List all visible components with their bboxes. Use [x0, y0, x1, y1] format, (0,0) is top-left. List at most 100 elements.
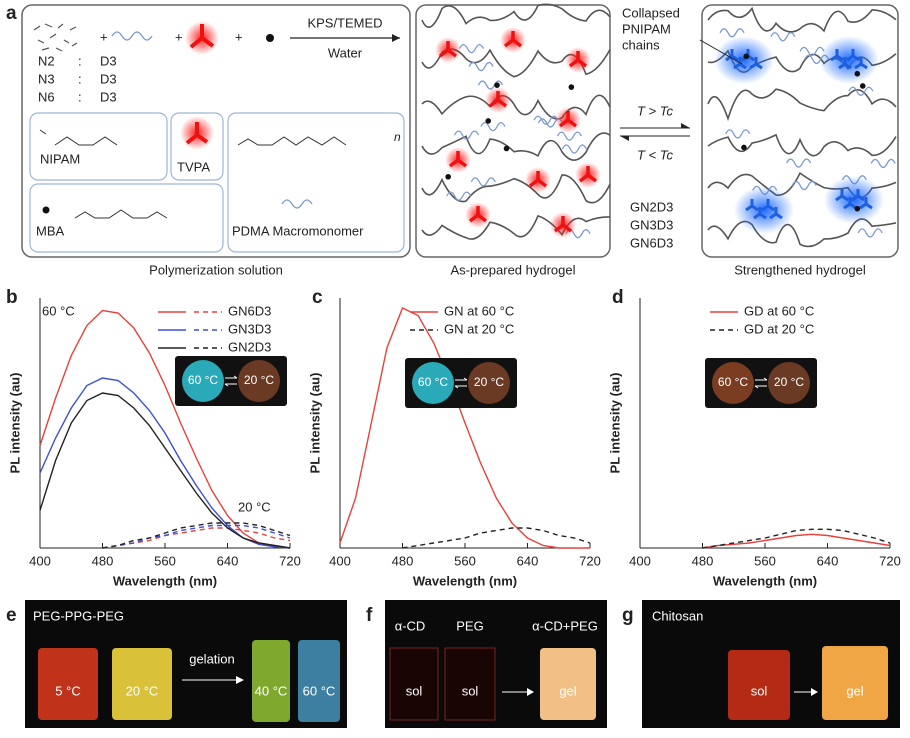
monomer: NIPAM — [40, 151, 80, 166]
vial-label: 40 °C — [255, 683, 288, 698]
sample: GN3D3 — [630, 217, 673, 232]
panel-label: a — [6, 3, 17, 24]
panel-label: f — [366, 605, 373, 626]
panel-label: c — [312, 287, 323, 308]
vial-label: gel — [846, 683, 863, 698]
plus: + — [175, 29, 183, 44]
legend-label: GN at 20 °C — [444, 321, 514, 336]
data-line — [402, 527, 591, 549]
y-axis-label: PL intensity (au) — [307, 373, 322, 474]
data-line — [39, 392, 291, 549]
crosslink — [445, 173, 451, 180]
ratio: : — [78, 53, 82, 68]
pdma-icon — [281, 199, 313, 209]
vial-label: sol — [751, 683, 768, 698]
caption: Strengthened hydrogel — [734, 262, 866, 277]
pdma-chain — [453, 130, 480, 140]
data-line — [702, 533, 891, 549]
tvpa-unit — [578, 166, 598, 183]
tvpa-unit — [503, 31, 523, 48]
inset-disc — [768, 362, 810, 404]
crosslink — [568, 84, 575, 90]
polymer-chain — [421, 174, 611, 204]
inset-disc — [412, 362, 454, 404]
pdma-box — [227, 112, 405, 253]
monomer: PDMA Macromonomer — [232, 223, 364, 238]
tvpa-unit — [854, 57, 868, 70]
vial — [252, 640, 290, 722]
arrow-head — [392, 34, 400, 42]
tvpa-unit — [753, 207, 767, 220]
tvpa-unit — [553, 216, 573, 233]
vial-label: sol — [406, 683, 423, 698]
tvpa-unit — [488, 91, 508, 108]
pdma-chain — [870, 158, 896, 169]
tvpa-unit — [838, 57, 852, 70]
polymer-chain — [421, 94, 611, 120]
pdma-chain — [446, 191, 472, 201]
tvpa-icon — [185, 21, 219, 55]
photo-title: PEG — [456, 618, 483, 633]
heating: T > Tc — [637, 103, 674, 118]
solvent: Water — [328, 45, 363, 60]
x-tick-label: 400 — [29, 553, 51, 568]
x-axis-label: Wavelength (nm) — [413, 573, 517, 588]
pdma-chain — [719, 28, 745, 38]
crosslink — [494, 82, 500, 88]
ratio: N2 — [38, 53, 55, 68]
x-tick-label: 720 — [579, 553, 601, 568]
strengthened-box — [701, 4, 899, 258]
vial — [444, 647, 496, 721]
inset-arrows — [454, 377, 468, 389]
nipam-structure — [39, 129, 118, 146]
tvpa-unit — [725, 49, 739, 62]
pdma-chain — [725, 129, 751, 139]
vial — [728, 650, 790, 720]
pdma-chain — [770, 32, 796, 42]
tvpa-unit — [846, 49, 860, 62]
reaction: KPS/TEMED — [307, 15, 382, 30]
y-axis-label: PL intensity (au) — [7, 373, 22, 474]
vial — [112, 648, 172, 720]
arrow-head — [527, 688, 534, 696]
photo-title: PEG-PPG-PEG — [33, 608, 124, 623]
tvpa-unit — [769, 207, 783, 220]
pdma-chain — [556, 131, 583, 141]
x-tick-label: 400 — [329, 553, 351, 568]
legend-label: GN3D3 — [228, 321, 271, 336]
tvpa-unit — [761, 199, 775, 212]
x-axis-label: Wavelength (nm) — [713, 573, 817, 588]
crosslink — [854, 205, 861, 212]
x-tick-label: 640 — [217, 553, 239, 568]
inset-label: 20 °C — [474, 375, 504, 389]
polymer-chain — [707, 218, 897, 248]
inset-label: 20 °C — [774, 375, 804, 389]
pdma-chain — [799, 46, 825, 57]
monomer: MBA — [36, 223, 65, 238]
inset-label: 60 °C — [418, 375, 448, 389]
caption: Polymerization solution — [149, 262, 283, 277]
vial — [38, 648, 98, 720]
x-tick-label: 640 — [517, 553, 539, 568]
vial — [822, 646, 888, 720]
ratio: : — [78, 89, 82, 104]
tvpa-unit — [448, 151, 468, 168]
inset-label: 60 °C — [188, 373, 218, 387]
vial — [298, 640, 340, 722]
inset-disc — [468, 362, 510, 404]
caption: As-prepared hydrogel — [450, 262, 575, 277]
crosslink — [741, 144, 747, 151]
inset-arrows — [754, 377, 768, 389]
x-tick-label: 720 — [279, 553, 301, 568]
tvpa-unit — [859, 197, 873, 210]
x-tick-label: 400 — [629, 553, 651, 568]
inset-label: 60 °C — [718, 375, 748, 389]
tvpa-unit — [851, 189, 865, 202]
mba-structure — [74, 209, 168, 219]
legend-label: GD at 20 °C — [744, 321, 814, 336]
polymer-chain — [707, 133, 897, 157]
polymer-chain — [707, 6, 897, 33]
panel-label: e — [6, 605, 17, 626]
vial — [540, 648, 596, 720]
